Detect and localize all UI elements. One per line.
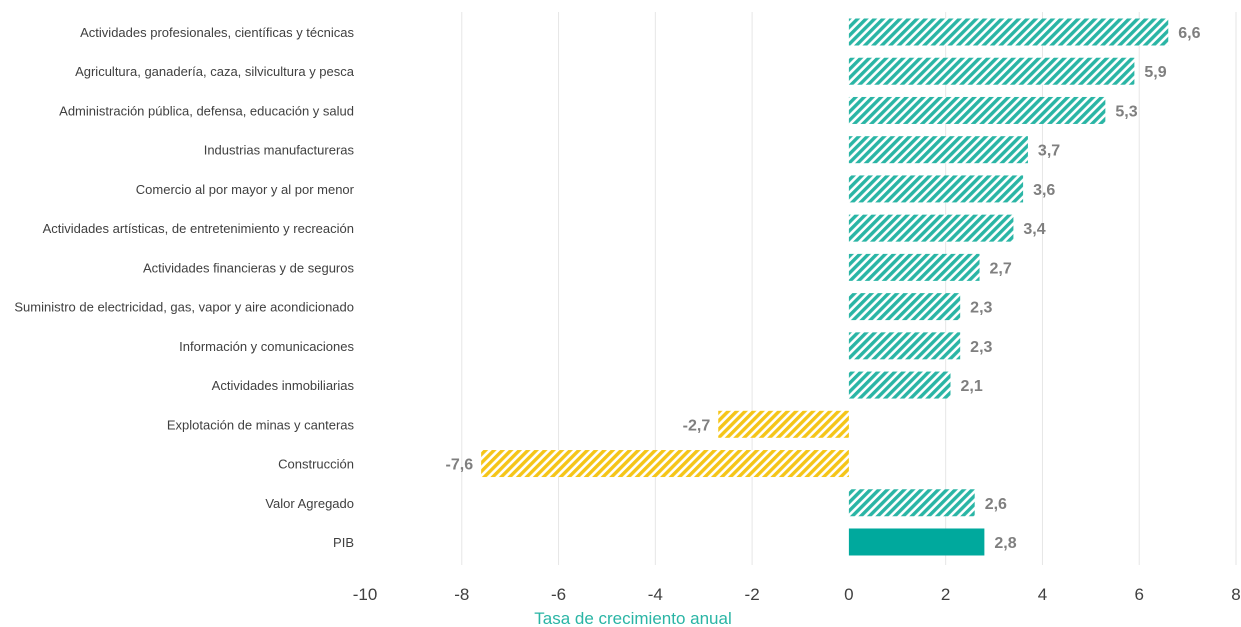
category-labels: Actividades profesionales, científicas y… <box>14 25 354 550</box>
category-label: Suministro de electricidad, gas, vapor y… <box>14 300 354 315</box>
bar <box>848 96 1106 124</box>
category-label: Agricultura, ganadería, caza, silvicultu… <box>75 64 355 79</box>
data-label: 2,1 <box>961 378 983 395</box>
data-label: 3,4 <box>1023 221 1045 238</box>
data-label: 2,8 <box>994 535 1016 552</box>
x-tick-label: 4 <box>1038 585 1047 604</box>
bar <box>848 489 975 517</box>
bar <box>718 410 849 438</box>
data-label: 3,6 <box>1033 182 1055 199</box>
bar <box>848 136 1028 164</box>
data-label: 5,3 <box>1115 103 1137 120</box>
category-label: PIB <box>333 535 354 550</box>
bar <box>848 332 961 360</box>
data-label: 6,6 <box>1178 25 1200 42</box>
category-label: Actividades financieras y de seguros <box>143 260 355 275</box>
x-axis-ticks: -10 -8 -6 -4 -2 0 2 4 6 8 <box>353 585 1241 604</box>
category-label: Actividades inmobiliarias <box>212 378 355 393</box>
x-tick-label: -2 <box>745 585 760 604</box>
category-label: Actividades artísticas, de entretenimien… <box>43 221 354 236</box>
category-label: Comercio al por mayor y al por menor <box>136 182 355 197</box>
category-label: Construcción <box>278 457 354 472</box>
data-label: 3,7 <box>1038 143 1060 160</box>
data-label: -2,7 <box>683 417 711 434</box>
gridlines <box>461 12 1237 565</box>
bar <box>848 253 980 281</box>
bar <box>848 214 1014 242</box>
category-label: Valor Agregado <box>265 496 354 511</box>
bar <box>848 528 985 556</box>
bar <box>848 371 951 399</box>
category-label: Administración pública, defensa, educaci… <box>59 103 354 118</box>
x-axis-title: Tasa de crecimiento anual <box>534 609 732 627</box>
category-label: Explotación de minas y canteras <box>167 417 355 432</box>
bar <box>848 293 961 321</box>
x-tick-label: 2 <box>941 585 950 604</box>
data-label: 2,6 <box>985 496 1007 513</box>
data-label: 5,9 <box>1144 64 1166 81</box>
bars <box>481 18 1169 556</box>
x-tick-label: -6 <box>551 585 566 604</box>
data-label: 2,7 <box>990 260 1012 277</box>
x-tick-label: -8 <box>454 585 469 604</box>
x-tick-label: 8 <box>1231 585 1240 604</box>
category-label: Información y comunicaciones <box>179 339 354 354</box>
data-label: -7,6 <box>446 457 474 474</box>
bar <box>848 57 1135 85</box>
bar <box>481 450 849 478</box>
x-tick-label: 0 <box>844 585 853 604</box>
data-label: 2,3 <box>970 300 992 317</box>
bar <box>848 18 1169 46</box>
bar <box>848 175 1024 203</box>
data-label: 2,3 <box>970 339 992 356</box>
value-labels: 6,6 5,9 5,3 3,7 3,6 3,4 2,7 2,3 2,3 2,1 -2,7 -7,6 2,… <box>446 25 1201 552</box>
x-tick-label: -10 <box>353 585 378 604</box>
x-tick-label: 6 <box>1134 585 1143 604</box>
category-label: Actividades profesionales, científicas y… <box>80 25 354 40</box>
x-tick-label: -4 <box>648 585 663 604</box>
category-label: Industrias manufactureras <box>204 143 355 158</box>
